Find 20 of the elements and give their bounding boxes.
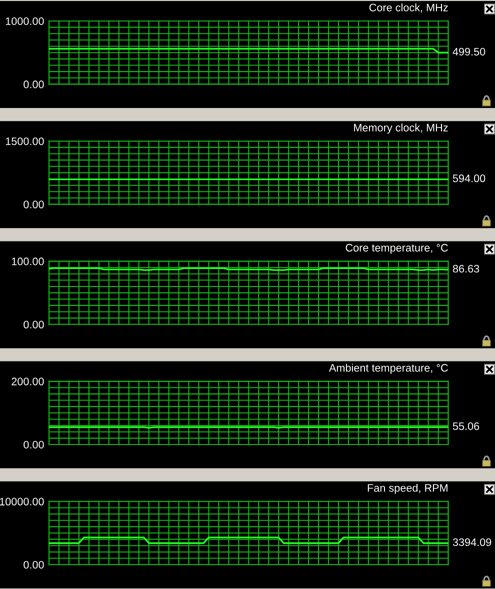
chart-title: Core temperature, °C (346, 244, 448, 254)
data-label: 55.06 (452, 422, 480, 430)
y-tick-label: 0.00 (24, 440, 44, 449)
data-label: 86.63 (452, 264, 480, 273)
data-label: 499.50 (452, 48, 486, 56)
y-tick-label: 0.00 (24, 200, 44, 208)
y-tick-label: 1000.00 (6, 17, 44, 26)
y-tick-label: 0.00 (24, 560, 44, 569)
y-tick-label: 200.00 (12, 378, 44, 386)
chart-title: Core clock, MHz (369, 3, 448, 13)
y-tick-label: 1500.00 (6, 137, 44, 146)
chart-title: Fan speed, RPM (368, 484, 448, 494)
y-tick-label: 0.00 (24, 80, 44, 88)
data-label: 3394.09 (452, 538, 492, 546)
chart-title: Ambient temperature, °C (328, 364, 448, 374)
data-label: 594.00 (452, 174, 486, 182)
y-tick-label: 100.00 (12, 258, 44, 266)
y-tick-label: 10000.00 (0, 498, 44, 506)
chart-title: Memory clock, MHz (354, 124, 448, 134)
y-tick-label: 0.00 (24, 320, 44, 328)
